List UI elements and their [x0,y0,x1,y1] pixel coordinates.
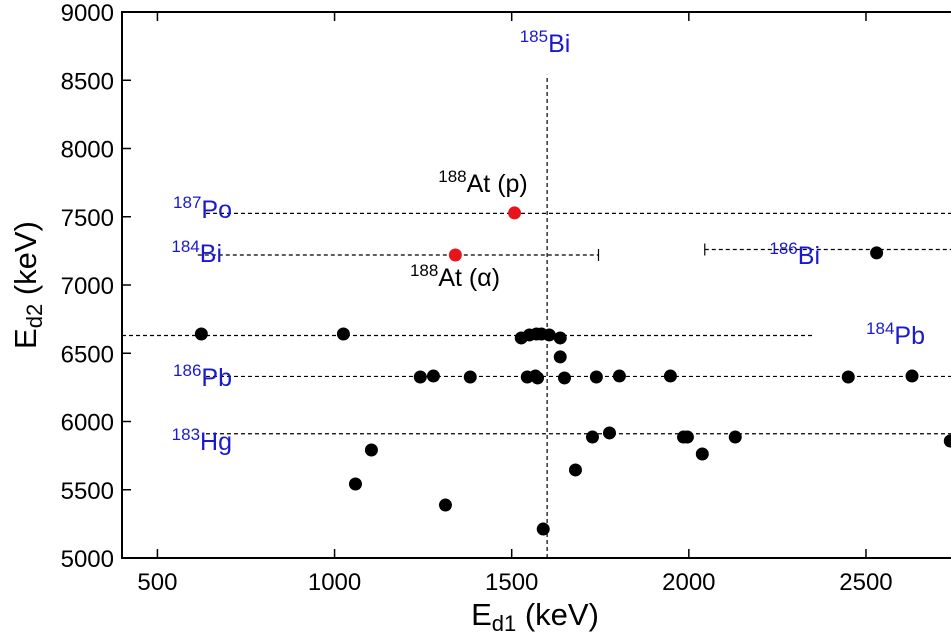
plot-frame [121,11,951,559]
y-tick-label: 8500 [61,68,114,95]
x-tick-label: 2500 [839,569,892,596]
y-tick-label: 9000 [61,0,114,27]
mass-number: 188 [438,167,466,186]
reference-label: 184Pb [866,319,925,350]
data-point [531,371,545,385]
data-point [905,369,919,383]
data-point [870,246,884,260]
data-point [695,447,709,461]
data-point [553,331,567,345]
mass-number: 186 [173,361,201,380]
element: Pb [894,322,925,350]
x-tick-label: 1500 [485,569,538,596]
data-point [542,328,556,342]
reference-label: 183Hg [172,425,232,456]
reference-label: 184Bi [171,237,222,268]
data-point [508,206,522,220]
label-text: At (α) [438,264,500,292]
reference-label: 186Pb [173,361,232,392]
data-point [841,370,855,384]
x-tick-label: 1000 [308,569,361,596]
data-point [413,370,427,384]
data-point [438,498,452,512]
data-point [585,430,599,444]
mass-number: 184 [866,319,894,338]
mass-number: 186 [769,239,797,258]
data-point [602,426,616,440]
data-point [680,430,694,444]
data-point [589,370,603,384]
data-point [364,443,378,457]
mass-number: 187 [173,193,201,212]
data-point [336,327,350,341]
data-point [348,477,362,491]
x-tick-label: 2000 [662,569,715,596]
data-point [663,369,677,383]
data-point [728,430,742,444]
element: Bi [200,240,222,268]
data-point [536,522,550,536]
y-axis-title: Ed2 (keV) [8,221,47,349]
y-tick-label: 6000 [61,410,114,437]
data-point [553,350,567,364]
data-point [194,327,208,341]
reference-label: 185Bi [520,27,571,58]
mass-number: 185 [520,27,548,46]
label-text: At (p) [467,170,528,198]
point-label: 188At (p) [438,167,528,198]
reference-label: 187Po [173,193,232,224]
data-point [463,370,477,384]
y-tick-label: 7500 [61,205,114,232]
reference-label: 186Bi [769,239,820,270]
y-tick-label: 7000 [61,273,114,300]
x-axis-title: Ed1 (keV) [471,597,599,636]
element: Hg [200,428,232,456]
data-point [568,463,582,477]
data-point [426,369,440,383]
mass-number: 183 [172,425,200,444]
y-tick-label: 8000 [61,137,114,164]
mass-number: 188 [410,261,438,280]
data-point [943,434,951,448]
y-tick-label: 5500 [61,478,114,505]
x-tick-label: 500 [137,569,177,596]
data-point [557,371,571,385]
element: Bi [798,242,820,270]
element: Pb [201,364,232,392]
y-tick-label: 5000 [61,546,114,573]
data-point [448,248,462,262]
mass-number: 184 [171,237,199,256]
y-tick-label: 6500 [61,341,114,368]
element: Bi [548,30,570,58]
data-point [612,369,626,383]
point-label: 188At (α) [410,261,500,292]
element: Po [201,196,232,224]
